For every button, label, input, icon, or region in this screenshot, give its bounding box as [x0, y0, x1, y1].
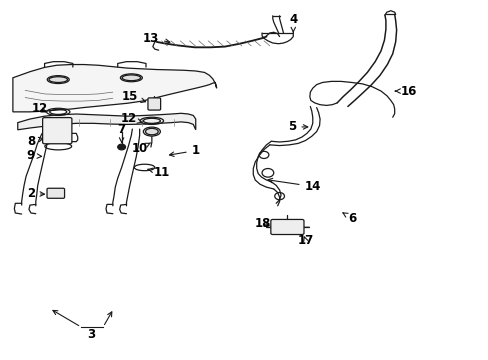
Polygon shape [18, 113, 195, 130]
Text: 3: 3 [87, 328, 95, 341]
Text: 9: 9 [27, 149, 41, 162]
Text: 8: 8 [27, 135, 43, 148]
Ellipse shape [143, 127, 160, 136]
Circle shape [118, 144, 125, 150]
Text: 7: 7 [117, 123, 125, 142]
Text: 4: 4 [288, 13, 297, 32]
FancyBboxPatch shape [270, 220, 304, 234]
Text: 17: 17 [297, 234, 313, 247]
Text: 12: 12 [120, 112, 142, 125]
Text: 13: 13 [142, 32, 169, 45]
Text: 14: 14 [267, 178, 320, 193]
Text: 10: 10 [131, 142, 150, 155]
FancyBboxPatch shape [42, 118, 72, 144]
Ellipse shape [120, 74, 142, 82]
Text: 11: 11 [147, 166, 169, 179]
Polygon shape [13, 64, 216, 112]
Text: 6: 6 [342, 212, 356, 225]
Text: 18: 18 [254, 217, 271, 230]
Text: 1: 1 [169, 144, 200, 157]
Ellipse shape [47, 76, 69, 84]
Text: 12: 12 [32, 103, 48, 116]
FancyBboxPatch shape [47, 188, 64, 198]
FancyBboxPatch shape [148, 98, 160, 110]
Text: 2: 2 [27, 187, 44, 200]
Text: 5: 5 [287, 121, 307, 134]
Text: 16: 16 [395, 85, 417, 98]
Text: 15: 15 [122, 90, 145, 103]
